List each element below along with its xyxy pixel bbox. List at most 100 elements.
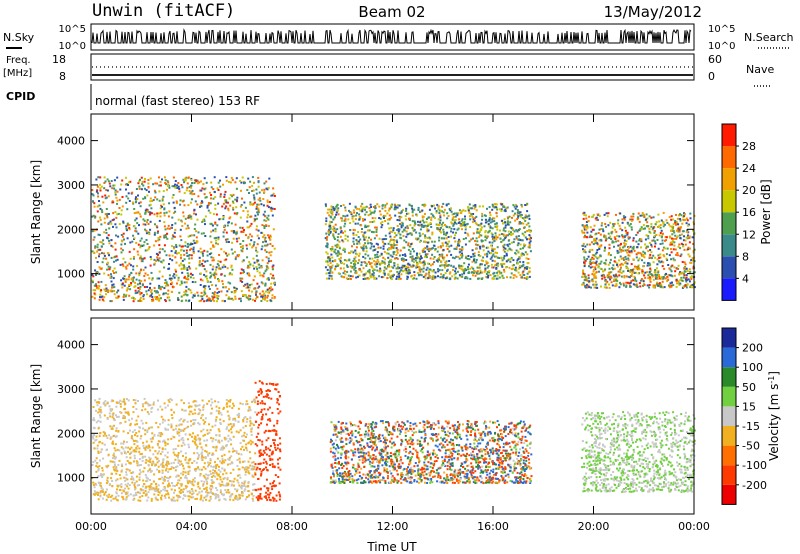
data-cell bbox=[487, 246, 490, 249]
data-cell bbox=[143, 219, 146, 222]
data-cell bbox=[357, 240, 360, 243]
data-cell bbox=[214, 227, 217, 230]
data-cell bbox=[444, 224, 446, 226]
data-cell bbox=[498, 233, 501, 236]
data-cell bbox=[358, 242, 361, 245]
data-cell bbox=[220, 248, 223, 251]
data-cell bbox=[265, 240, 267, 243]
data-cell bbox=[661, 276, 664, 279]
data-cell bbox=[182, 215, 185, 218]
data-cell bbox=[472, 218, 475, 221]
colorbar-swatch bbox=[722, 124, 736, 147]
data-cell bbox=[226, 290, 229, 293]
data-cell bbox=[519, 214, 522, 217]
data-cell bbox=[166, 296, 169, 299]
data-cell bbox=[152, 401, 155, 404]
data-cell bbox=[594, 262, 597, 265]
data-cell bbox=[252, 194, 255, 197]
data-cell bbox=[95, 283, 97, 286]
data-cell bbox=[210, 273, 213, 276]
data-cell bbox=[382, 247, 385, 250]
data-cell bbox=[173, 246, 175, 249]
data-cell bbox=[618, 248, 621, 251]
data-cell bbox=[526, 202, 529, 205]
data-cell bbox=[461, 222, 464, 225]
data-cell bbox=[494, 264, 497, 267]
data-cell bbox=[426, 253, 429, 256]
data-cell bbox=[243, 294, 246, 297]
data-cell bbox=[637, 251, 640, 254]
data-cell bbox=[448, 226, 451, 229]
data-cell bbox=[625, 284, 628, 287]
data-cell bbox=[683, 213, 686, 216]
data-cell bbox=[92, 417, 95, 420]
data-cell bbox=[211, 454, 214, 456]
data-cell bbox=[371, 221, 374, 223]
data-cell bbox=[452, 212, 455, 215]
colorbar-swatch bbox=[722, 212, 736, 235]
data-cell bbox=[673, 241, 676, 244]
data-cell bbox=[185, 252, 188, 255]
data-cell bbox=[669, 241, 672, 244]
data-cell bbox=[126, 222, 129, 225]
data-cell bbox=[523, 274, 526, 276]
data-cell bbox=[477, 251, 480, 254]
data-cell bbox=[622, 270, 625, 273]
data-cell bbox=[357, 254, 360, 257]
data-cell bbox=[174, 235, 177, 238]
data-cell bbox=[206, 480, 208, 483]
data-cell bbox=[485, 262, 488, 265]
data-cell bbox=[165, 183, 167, 186]
data-cell bbox=[594, 280, 597, 283]
data-cell bbox=[107, 195, 110, 198]
data-cell bbox=[255, 225, 258, 228]
data-cell bbox=[346, 264, 348, 267]
data-cell bbox=[100, 296, 103, 299]
data-cell bbox=[527, 246, 530, 249]
data-cell bbox=[660, 219, 663, 222]
data-cell bbox=[98, 298, 101, 301]
data-cell bbox=[239, 243, 242, 245]
data-cell bbox=[582, 272, 585, 275]
data-cell bbox=[395, 254, 398, 256]
data-cell bbox=[491, 235, 494, 238]
data-cell bbox=[340, 253, 343, 256]
data-cell bbox=[267, 277, 270, 280]
data-cell bbox=[179, 235, 182, 238]
data-cell bbox=[202, 219, 205, 222]
data-cell bbox=[693, 271, 696, 274]
data-cell bbox=[603, 235, 606, 238]
data-cell bbox=[358, 252, 361, 255]
data-cell bbox=[393, 236, 396, 238]
data-cell bbox=[584, 275, 587, 278]
data-cell bbox=[590, 235, 593, 238]
data-cell bbox=[267, 267, 270, 270]
data-cell bbox=[206, 277, 209, 280]
data-cell bbox=[269, 299, 272, 302]
data-cell bbox=[626, 262, 629, 265]
data-cell bbox=[257, 209, 260, 212]
data-cell bbox=[376, 262, 379, 265]
data-cell bbox=[240, 448, 242, 451]
data-cell bbox=[456, 228, 459, 231]
data-cell bbox=[252, 264, 255, 267]
data-cell bbox=[151, 200, 154, 202]
data-cell bbox=[240, 246, 242, 249]
data-cell bbox=[247, 266, 250, 269]
data-cell bbox=[389, 235, 392, 238]
data-cell bbox=[684, 270, 687, 273]
data-cell bbox=[390, 278, 393, 281]
data-cell bbox=[243, 182, 246, 185]
data-cell bbox=[124, 487, 126, 490]
data-cell bbox=[270, 194, 273, 197]
data-cell bbox=[611, 240, 614, 243]
data-cell bbox=[337, 213, 340, 216]
data-cell bbox=[593, 261, 596, 264]
data-cell bbox=[344, 238, 347, 240]
data-cell bbox=[463, 269, 466, 272]
data-cell bbox=[122, 298, 125, 301]
data-cell bbox=[137, 243, 140, 246]
data-cell bbox=[231, 268, 234, 271]
data-cell bbox=[143, 241, 146, 244]
data-cell bbox=[660, 229, 663, 232]
